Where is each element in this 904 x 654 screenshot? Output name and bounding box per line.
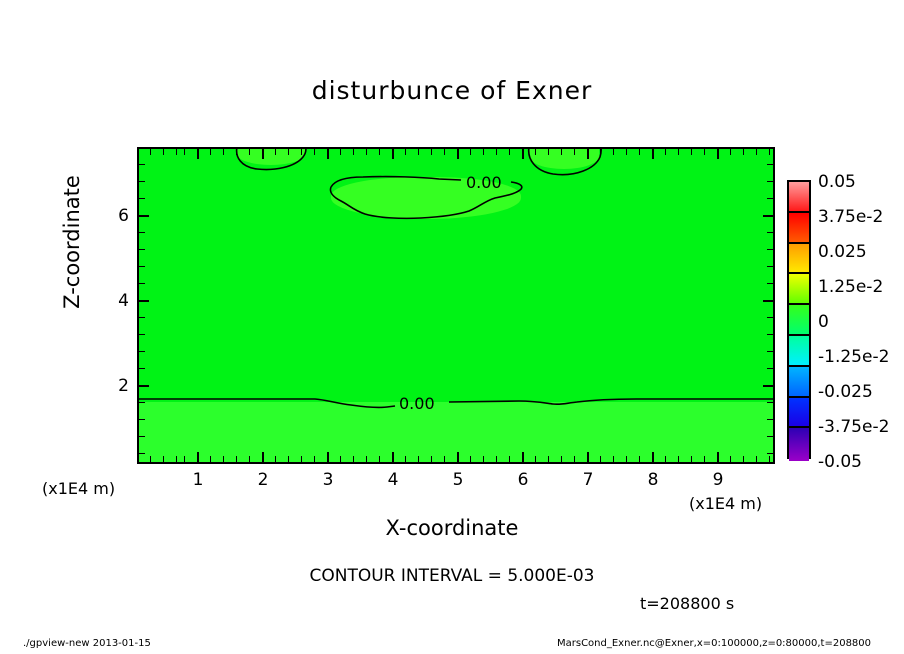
- colorbar-cell-1: [789, 212, 809, 244]
- page-title: disturbunce of Exner: [311, 76, 593, 105]
- colorbar-tick-label-2: 0.025: [818, 242, 867, 262]
- colorbar-cell-3: [789, 274, 809, 306]
- x-tick-label-2: 2: [257, 470, 269, 490]
- x-tick-label-5: 5: [452, 470, 464, 490]
- contour-path-center-right: [329, 181, 523, 220]
- colorbar-cell-7: [789, 397, 809, 429]
- colorbar-cell-6: [789, 366, 809, 398]
- y-axis-unit-label: (x1E4 m): [42, 479, 116, 498]
- colorbar-cell-5: [789, 336, 809, 367]
- colorbar-cell-2: [789, 243, 809, 275]
- x-tick-label-4: 4: [387, 470, 399, 490]
- x-axis-title: X-coordinate: [385, 516, 519, 540]
- x-tick-label-1: 1: [192, 470, 204, 490]
- contour-interval-label: CONTOUR INTERVAL = 5.000E-03: [309, 566, 595, 586]
- contour-path-lower-right: [448, 398, 773, 406]
- x-tick-label-9: 9: [712, 470, 724, 490]
- contour-path-top-right: [527, 149, 602, 176]
- contour-path-top-left: [235, 149, 307, 171]
- colorbar-tick-label-0: 0.05: [818, 172, 856, 192]
- colorbar-tick-label-5: -1.25e-2: [818, 347, 890, 367]
- colorbar-cell-8: [789, 428, 809, 461]
- plot-frame: 0.00 0.00: [137, 147, 775, 464]
- y-tick-label-6: 6: [118, 206, 129, 226]
- time-stamp-label: t=208800 s: [640, 594, 735, 613]
- contour-band-lower: [139, 402, 773, 462]
- y-tick-label-4: 4: [118, 291, 129, 311]
- colorbar-tick-label-6: -0.025: [818, 382, 873, 402]
- contour-path-lower-left: [139, 398, 396, 409]
- contour-label-lower: 0.00: [399, 394, 435, 413]
- colorbar-tick-label-7: -3.75e-2: [818, 417, 890, 437]
- colorbar-tick-label-8: -0.05: [818, 452, 862, 472]
- colorbar-tick-label-4: 0: [818, 312, 829, 332]
- contour-lines: 0.00 0.00: [139, 149, 773, 413]
- x-tick-label-6: 6: [517, 470, 529, 490]
- colorbar: [787, 180, 811, 461]
- colorbar-cell-4: [789, 305, 809, 336]
- y-axis-title: Z-coordinate: [60, 175, 84, 309]
- y-tick-label-2: 2: [118, 376, 129, 396]
- colorbar-tick-label-1: 3.75e-2: [818, 207, 884, 227]
- footer-left-text: ./gpview-new 2013-01-15: [23, 638, 151, 649]
- contour-blob-top-right: [529, 149, 599, 169]
- footer-right-text: MarsCond_Exner.nc@Exner,x=0:100000,z=0:8…: [557, 638, 872, 649]
- x-tick-label-8: 8: [647, 470, 659, 490]
- x-tick-label-3: 3: [322, 470, 334, 490]
- contour-label-center: 0.00: [466, 173, 502, 192]
- contour-path-center: [330, 175, 462, 188]
- colorbar-cell-0: [789, 182, 809, 213]
- contour-blob-center: [331, 177, 521, 219]
- x-tick-label-7: 7: [582, 470, 594, 490]
- colorbar-tick-label-3: 1.25e-2: [818, 277, 884, 297]
- x-axis-unit-label: (x1E4 m): [689, 494, 763, 513]
